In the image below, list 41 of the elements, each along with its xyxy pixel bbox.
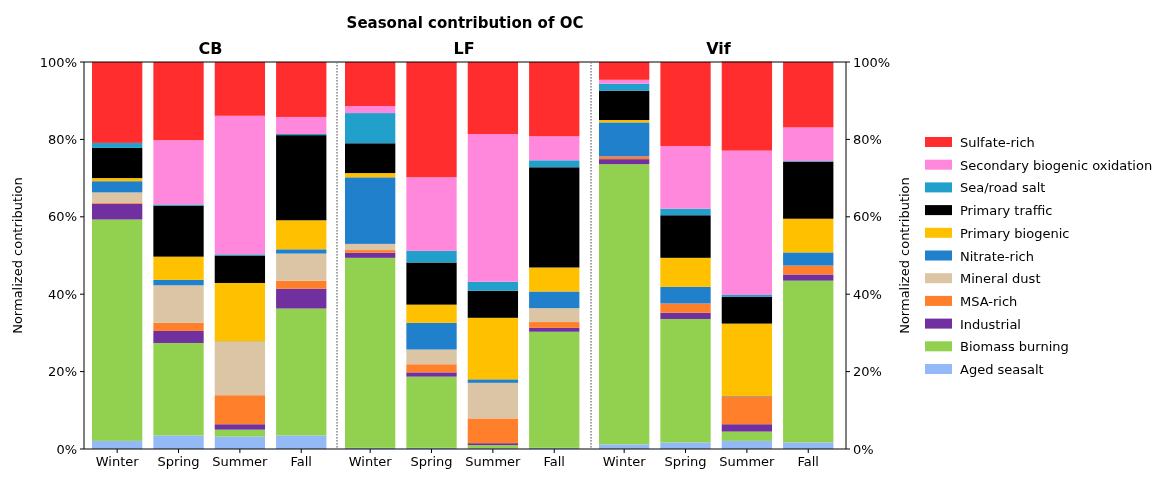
y-tick-label: 40%	[853, 286, 882, 302]
x-tick-label: Spring	[664, 454, 707, 469]
y-tick-label: 60%	[48, 209, 77, 225]
legend-label: Primary traffic	[960, 203, 1053, 219]
legend-label: Sulfate-rich	[960, 135, 1035, 150]
y-axis-title: Normalized contribution	[897, 177, 912, 334]
x-tick-label: Winter	[602, 454, 647, 469]
legend-label: MSA-rich	[960, 293, 1018, 309]
y-tick-label: 80%	[853, 131, 882, 147]
x-tick-label: Fall	[797, 454, 819, 469]
y-tick-label: 60%	[853, 209, 882, 225]
y-tick-label: 20%	[853, 364, 882, 380]
chart-title: Seasonal contribution of OC	[346, 14, 584, 32]
legend-label: Aged seasalt	[960, 362, 1044, 377]
y-tick-label: 20%	[48, 364, 77, 380]
y-tick-label: 80%	[48, 131, 77, 147]
x-tick-label: Summer	[719, 454, 776, 469]
y-tick-label: 100%	[853, 54, 891, 70]
legend-label: Mineral dust	[960, 271, 1041, 287]
legend-label: Biomass burning	[960, 339, 1069, 355]
y-tick-label: 0%	[853, 441, 874, 457]
x-tick-label: Summer	[465, 454, 522, 469]
legend-label: Secondary biogenic oxidation	[960, 157, 1153, 173]
legend-label: Nitrate-rich	[960, 248, 1034, 264]
x-tick-label: Spring	[410, 454, 453, 469]
x-tick-label: Winter	[348, 454, 393, 469]
x-tick-label: Spring	[157, 454, 200, 469]
y-tick-label: 0%	[56, 441, 77, 457]
y-axis-title: Normalized contribution	[10, 177, 25, 334]
legend-label: Primary biogenic	[960, 225, 1070, 241]
legend-label: Industrial	[960, 316, 1021, 332]
x-tick-label: Winter	[95, 454, 140, 469]
chart-subtitle: LF	[453, 39, 475, 58]
y-tick-label: 40%	[48, 286, 77, 302]
chart-subtitle: CB	[198, 39, 223, 58]
chart-subtitle: Vif	[706, 39, 732, 58]
x-tick-label: Summer	[212, 454, 269, 469]
y-tick-label: 100%	[39, 54, 77, 70]
legend-label: Sea/road salt	[960, 180, 1046, 196]
x-tick-label: Fall	[543, 454, 565, 469]
x-tick-label: Fall	[290, 454, 312, 469]
